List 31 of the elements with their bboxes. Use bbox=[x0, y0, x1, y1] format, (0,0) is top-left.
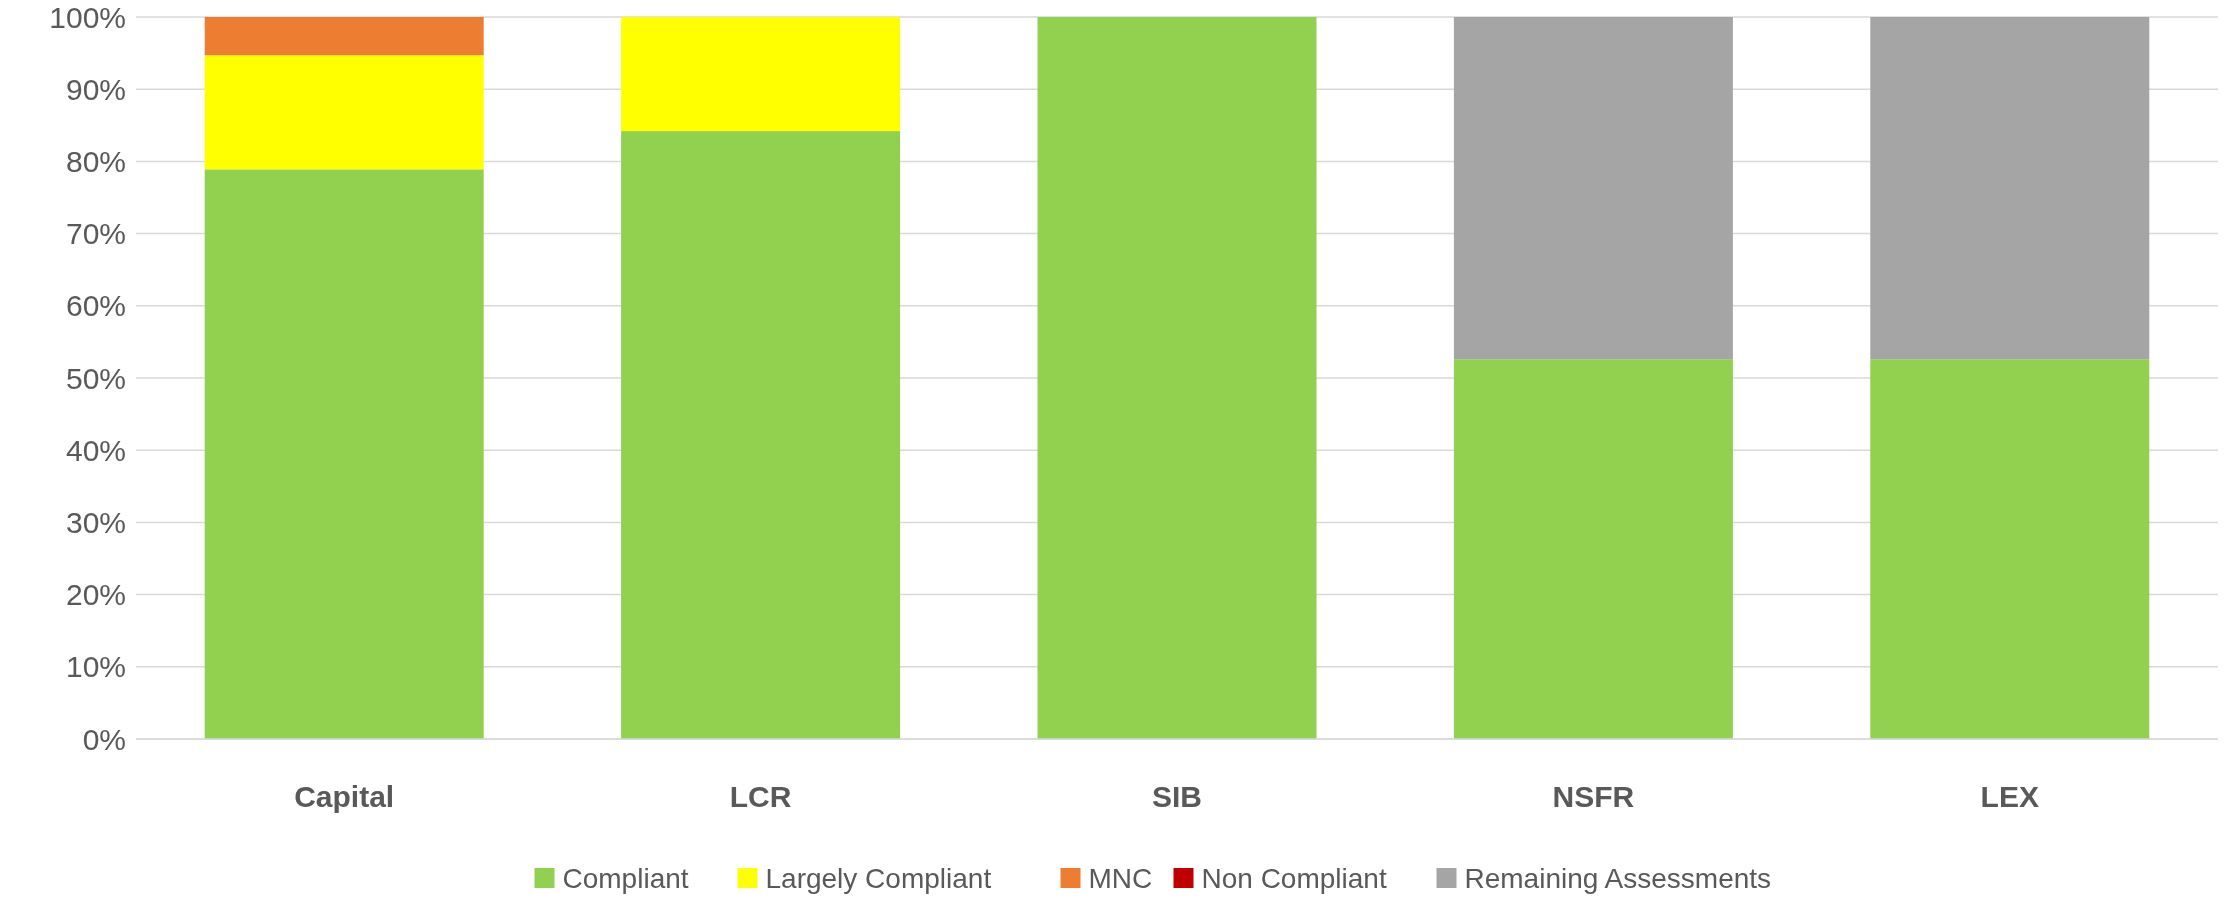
y-tick-label: 0% bbox=[82, 722, 126, 756]
bar bbox=[1870, 17, 2150, 360]
y-tick-label: 10% bbox=[65, 650, 126, 684]
y-tick-label: 40% bbox=[65, 433, 126, 467]
bar bbox=[1870, 359, 2150, 739]
x-tick-label: SIB bbox=[1151, 779, 1203, 813]
x-tick-label: NSFR bbox=[1552, 779, 1635, 813]
legend-label: Largely Compliant bbox=[765, 862, 992, 894]
bar bbox=[1453, 17, 1733, 360]
x-tick-label: Capital bbox=[294, 779, 395, 813]
y-tick-label: 70% bbox=[65, 217, 126, 251]
x-tick-label: LCR bbox=[729, 779, 792, 813]
legend-label: MNC bbox=[1088, 862, 1153, 894]
y-tick-label: 80% bbox=[65, 144, 126, 178]
bar bbox=[204, 17, 484, 56]
bar bbox=[204, 169, 484, 739]
bar bbox=[621, 17, 901, 132]
y-tick-label: 50% bbox=[65, 361, 126, 395]
y-tick-label: 20% bbox=[65, 578, 126, 612]
y-tick-label: 60% bbox=[65, 289, 126, 323]
x-tick-label: LEX bbox=[1980, 779, 2039, 813]
bar bbox=[621, 131, 901, 739]
y-tick-label: 30% bbox=[65, 505, 126, 539]
bar bbox=[1037, 17, 1317, 739]
legend-label: Non Compliant bbox=[1201, 862, 1387, 894]
bar bbox=[1453, 359, 1733, 739]
bar bbox=[204, 55, 484, 170]
y-tick-label: 100% bbox=[49, 0, 126, 34]
y-tick-label: 90% bbox=[65, 72, 126, 106]
legend-label: Compliant bbox=[562, 862, 689, 894]
legend-label: Remaining Assessments bbox=[1464, 862, 1772, 894]
